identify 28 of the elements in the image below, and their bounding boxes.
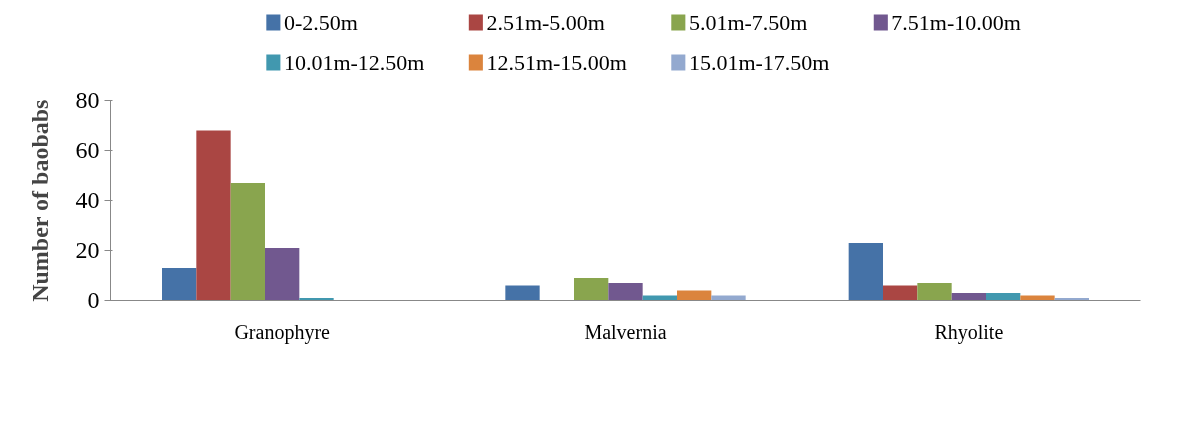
y-tick-label: 40: [75, 187, 100, 213]
bar: [265, 248, 300, 301]
bar: [574, 278, 609, 301]
bar: [196, 130, 231, 301]
y-tick-label: 60: [75, 137, 100, 163]
bar: [917, 283, 952, 301]
x-tick-label: Granophyre: [234, 320, 331, 344]
legend-label: 7.51m-10.00m: [891, 10, 1021, 35]
y-axis-title: Number of baobabs: [26, 99, 53, 302]
y-tick-label: 80: [75, 87, 100, 113]
bar: [608, 283, 643, 301]
bar: [162, 268, 197, 301]
bar: [986, 293, 1021, 301]
bar: [951, 293, 986, 301]
legend-label: 2.51m-5.00m: [486, 10, 605, 35]
bar: [505, 285, 540, 301]
y-tick-label: 20: [75, 237, 100, 263]
legend-label: 0-2.50m: [283, 10, 358, 35]
legend-label: 15.01m-17.50m: [688, 50, 830, 75]
x-tick-label: Rhyolite: [934, 320, 1004, 344]
legend-label: 10.01m-12.50m: [283, 50, 425, 75]
y-tick-label: 0: [87, 287, 100, 313]
legend-label: 5.01m-7.50m: [688, 10, 808, 35]
bar: [883, 285, 918, 301]
bar: [848, 243, 883, 301]
x-tick-label: Malvernia: [584, 320, 667, 343]
legend-label: 12.51m-15.00m: [486, 50, 627, 75]
bar: [230, 183, 265, 301]
